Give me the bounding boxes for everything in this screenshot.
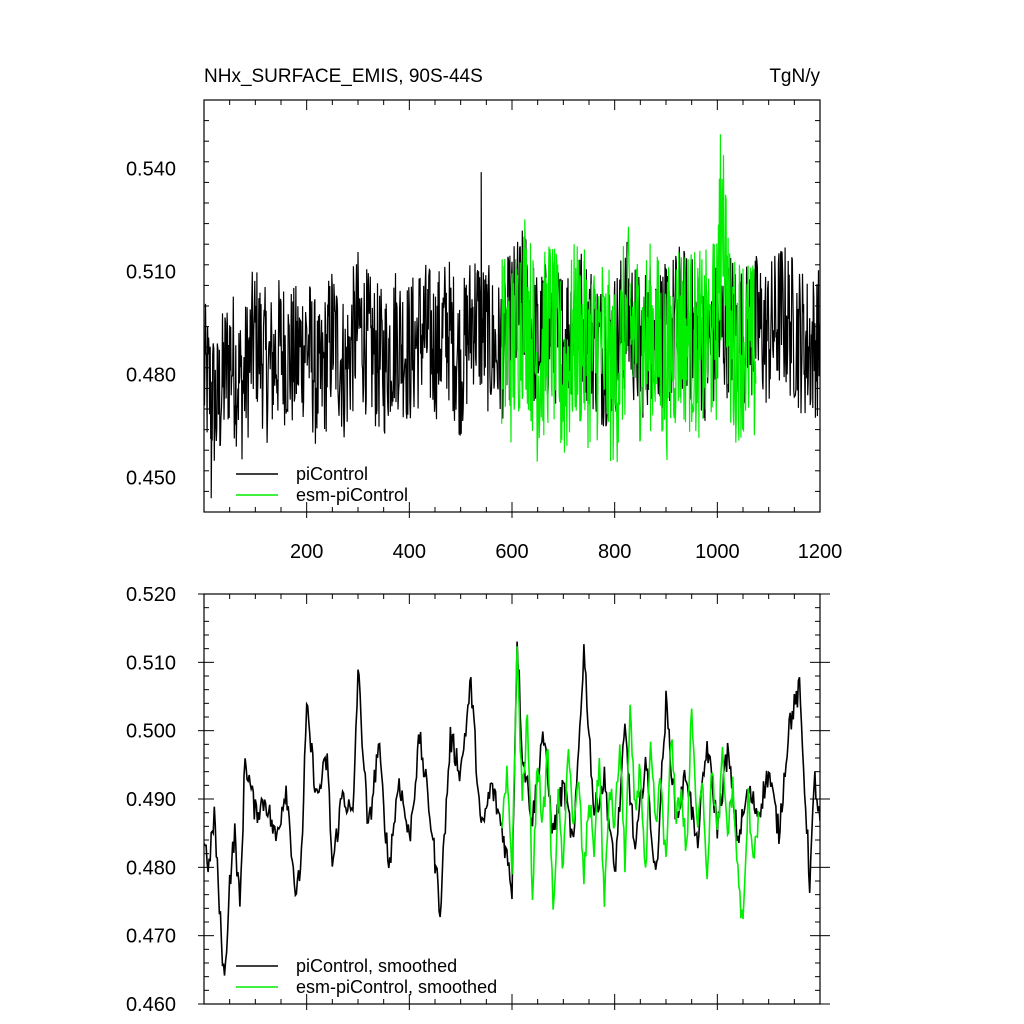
series-line-picontrol-smoothed [204, 641, 820, 976]
x-tick-label: 1000 [695, 541, 740, 563]
y-tick-label: 0.510 [126, 262, 176, 284]
legend-label-esm-picontrol: esm-piControl [296, 485, 408, 505]
x-tick-label: 1200 [798, 541, 843, 563]
y-tick-label: 0.490 [126, 789, 176, 811]
x-tick-label: 400 [393, 541, 426, 563]
y-tick-label: 0.520 [126, 584, 176, 606]
units-label: TgN/y [769, 66, 820, 87]
legend-label-esm-picontrol-smoothed: esm-piControl, smoothed [296, 977, 497, 997]
panel-top-emissions: 0.450 0.480 0.510 0.540 200 400 600 800 1000 1200… [126, 66, 842, 563]
y-tick-label: 0.470 [126, 926, 176, 948]
legend-label-picontrol-smoothed: piControl, smoothed [296, 956, 457, 976]
y-tick-label: 0.460 [126, 994, 176, 1016]
y-tick-label: 0.510 [126, 652, 176, 674]
y-tick-label: 0.480 [126, 857, 176, 879]
series-line-esm-picontrol [501, 134, 757, 463]
y-tick-label: 0.450 [126, 468, 176, 490]
series-line-esm-picontrol-smoothed [500, 646, 760, 920]
y-tick-label: 0.480 [126, 365, 176, 387]
y-tick-label: 0.540 [126, 159, 176, 181]
panel-bottom-smoothed: 0.460 0.470 0.480 0.490 0.500 0.510 0.520 piCon… [126, 584, 830, 1016]
y-tick-label: 0.500 [126, 721, 176, 743]
chart-title: NHx_SURFACE_EMIS, 90S-44S [204, 66, 483, 87]
legend-label-picontrol: piControl [296, 464, 368, 484]
plot-frame [203, 593, 821, 1005]
x-tick-label: 600 [495, 541, 528, 563]
x-tick-label: 200 [290, 541, 323, 563]
x-tick-label: 800 [598, 541, 631, 563]
